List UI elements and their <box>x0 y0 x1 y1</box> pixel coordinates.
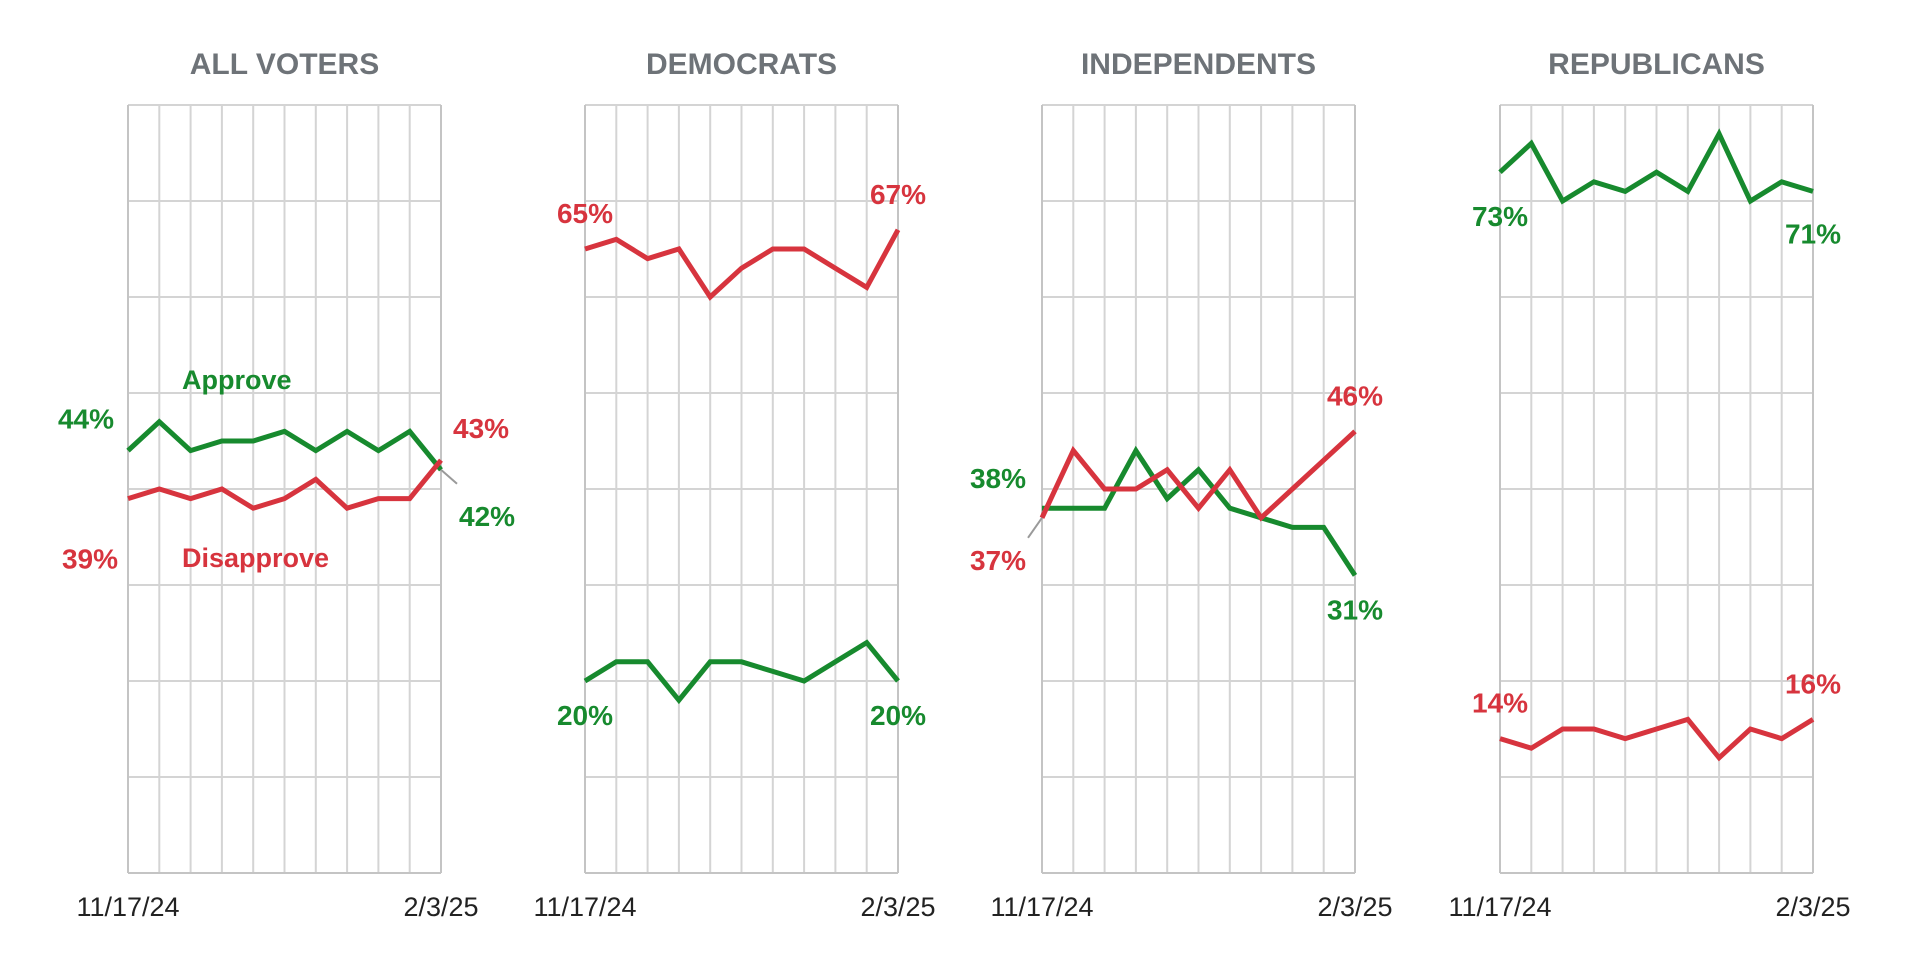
panel-title-independents: INDEPENDENTS <box>1081 48 1316 81</box>
approve-line-independents <box>1042 445 1358 577</box>
data-label-approve: 44% <box>58 404 114 435</box>
panel-title-all-voters: ALL VOTERS <box>190 48 379 81</box>
data-label-disapprove: 39% <box>62 544 118 575</box>
x-tick-end: 2/3/25 <box>1317 892 1392 922</box>
x-tick-start: 11/17/24 <box>76 892 179 922</box>
data-label-disapprove: 65% <box>557 198 613 229</box>
x-tick-end: 2/3/25 <box>1775 892 1850 922</box>
x-tick-start: 11/17/24 <box>1448 892 1551 922</box>
data-label-disapprove: 14% <box>1472 688 1528 719</box>
approve-line-democrats <box>583 639 900 705</box>
data-label-approve: 71% <box>1785 218 1841 249</box>
data-label-approve: 20% <box>870 700 926 731</box>
series-label-approve: Approve <box>182 365 292 395</box>
data-label-approve: 31% <box>1327 594 1383 625</box>
approve-line-republicans <box>1498 128 1814 205</box>
disapprove-line-all-voters <box>127 458 443 512</box>
x-tick-end: 2/3/25 <box>860 892 935 922</box>
disapprove-line-independents <box>1039 429 1357 522</box>
disapprove-line-democrats <box>584 228 901 301</box>
panel-title-democrats: DEMOCRATS <box>646 48 837 81</box>
leader-line <box>440 469 458 485</box>
x-tick-end: 2/3/25 <box>403 892 478 922</box>
data-label-disapprove: 16% <box>1785 668 1841 699</box>
data-label-disapprove: 67% <box>870 179 926 210</box>
approve-line-all-voters <box>126 418 443 472</box>
data-label-approve: 20% <box>557 700 613 731</box>
panel-title-republicans: REPUBLICANS <box>1548 48 1765 81</box>
data-label-approve: 73% <box>1472 201 1528 232</box>
data-label-approve: 38% <box>970 463 1026 494</box>
data-label-disapprove: 46% <box>1327 380 1383 411</box>
x-tick-start: 11/17/24 <box>533 892 636 922</box>
leader-line <box>1027 517 1043 539</box>
x-tick-start: 11/17/24 <box>990 892 1093 922</box>
disapprove-line-republicans <box>1499 716 1815 762</box>
data-label-disapprove: 37% <box>970 545 1026 576</box>
series-label-disapprove: Disapprove <box>182 543 329 573</box>
data-label-disapprove: 43% <box>453 413 509 444</box>
data-label-approve: 42% <box>459 501 515 532</box>
